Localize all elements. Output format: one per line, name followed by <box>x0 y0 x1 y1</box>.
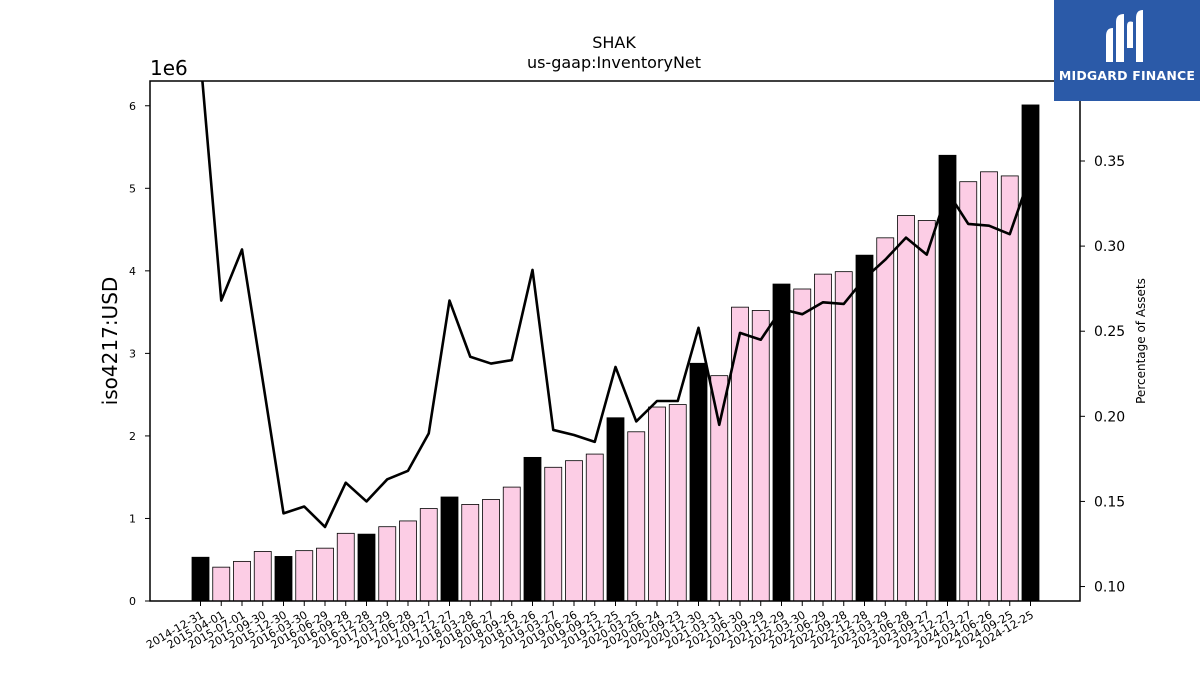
bar-quarterly <box>959 181 978 602</box>
brand-name: MIDGARD FINANCE <box>1058 68 1196 83</box>
y-tick-label: 4 <box>129 265 136 278</box>
y-tick-label: 2 <box>129 430 136 443</box>
bar-quarterly <box>876 237 895 602</box>
bar-quarterly <box>212 566 231 602</box>
y-tick-label: 5 <box>129 182 136 195</box>
y2-tick-label: 0.25 <box>1094 324 1125 340</box>
bar-annual <box>1021 104 1040 602</box>
bar-quarterly <box>668 404 687 602</box>
y2-tick-label: 0.20 <box>1094 409 1125 425</box>
bar-annual <box>772 283 791 602</box>
bar-quarterly <box>295 550 314 602</box>
bar-annual <box>523 456 542 602</box>
bars-layer <box>191 104 1040 602</box>
axes-layer: 01234560.100.150.200.250.300.352014-12-3… <box>129 100 1125 652</box>
bar-quarterly <box>710 375 729 602</box>
bar-quarterly <box>897 215 915 602</box>
bar-quarterly <box>648 406 666 602</box>
bar-quarterly <box>233 560 251 602</box>
chart-title: SHAK <box>592 33 636 52</box>
bar-quarterly <box>793 288 812 602</box>
y2-tick-label: 0.35 <box>1094 154 1125 170</box>
y-scale-label: 1e6 <box>150 56 188 80</box>
bar-quarterly <box>565 460 583 602</box>
y2-tick-label: 0.30 <box>1094 239 1125 255</box>
bar-annual <box>274 556 293 602</box>
y2-tick-label: 0.10 <box>1094 580 1125 596</box>
line-layer <box>201 81 1032 529</box>
bar-annual <box>938 154 957 602</box>
bar-quarterly <box>585 453 604 602</box>
bar-annual <box>191 556 210 602</box>
bar-quarterly <box>627 431 646 602</box>
percentage-of-assets-line <box>201 81 1032 529</box>
bar-quarterly <box>482 499 500 602</box>
bar-annual <box>357 533 376 602</box>
bar-quarterly <box>253 551 272 602</box>
y-tick-label: 1 <box>129 512 136 525</box>
bar-annual <box>606 417 625 602</box>
y-tick-label: 3 <box>129 347 136 360</box>
bar-quarterly <box>461 504 480 602</box>
bar-quarterly <box>1000 175 1019 602</box>
bar-quarterly <box>419 508 438 602</box>
bar-quarterly <box>917 220 936 602</box>
chart-subtitle: us-gaap:InventoryNet <box>527 53 701 72</box>
y-axis-label: iso4217:USD <box>98 277 122 406</box>
y2-tick-label: 0.15 <box>1094 494 1125 510</box>
plot-frame <box>149 80 1081 602</box>
bar-quarterly <box>751 310 770 602</box>
bar-annual <box>689 362 708 602</box>
bar-quarterly <box>814 273 832 602</box>
bar-quarterly <box>399 520 417 602</box>
y2-axis-label: Percentage of Assets <box>1134 278 1148 404</box>
brand-logo: MIDGARD FINANCE <box>1054 0 1200 101</box>
bar-quarterly <box>378 526 397 602</box>
y-tick-label: 6 <box>129 100 136 113</box>
bar-quarterly <box>731 306 749 602</box>
midgard-m-logo-icon <box>1106 10 1143 62</box>
bar-quarterly <box>336 532 355 602</box>
bar-quarterly <box>544 466 563 602</box>
bar-annual <box>855 254 874 602</box>
bar-quarterly <box>316 547 334 602</box>
bar-quarterly <box>980 171 998 602</box>
y-tick-label: 0 <box>129 595 136 608</box>
bar-quarterly <box>502 486 521 602</box>
bar-quarterly <box>834 271 853 602</box>
bar-annual <box>440 496 459 602</box>
